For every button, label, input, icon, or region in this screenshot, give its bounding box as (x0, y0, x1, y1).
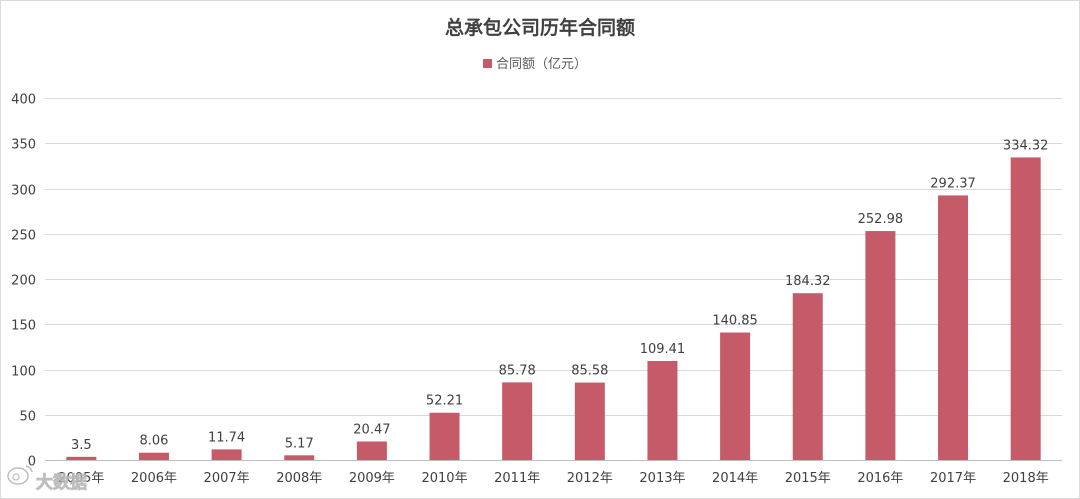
data-label: 85.78 (499, 363, 536, 378)
chart-title: 总承包公司历年合同额 (445, 16, 635, 39)
bars (66, 157, 1041, 460)
data-label: 11.74 (208, 430, 245, 445)
y-tick-label: 100 (11, 365, 36, 380)
x-tick-label: 2014年 (712, 471, 758, 486)
x-tick-label: 2016年 (857, 471, 903, 486)
data-label: 8.06 (139, 434, 168, 449)
watermark: 大数据 (7, 465, 87, 493)
bar (720, 332, 751, 460)
bar (356, 441, 387, 460)
legend: 合同额（亿元） (483, 57, 587, 72)
y-tick-label: 200 (11, 274, 36, 289)
bar (429, 412, 460, 460)
bar (502, 382, 533, 460)
weibo-icon (7, 465, 33, 485)
data-label: 292.37 (930, 176, 976, 191)
x-tick-label: 2018年 (1003, 471, 1049, 486)
x-tick-label: 2010年 (421, 471, 467, 486)
legend-swatch (483, 59, 492, 68)
bar (138, 452, 169, 460)
x-tick-label: 2008年 (276, 471, 322, 486)
data-label: 5.17 (285, 436, 314, 451)
y-tick-label: 150 (11, 319, 36, 334)
bar (938, 195, 969, 460)
y-axis: 0 50 100 150 200 250 300 350 400 (11, 93, 36, 470)
y-tick-label: 300 (11, 184, 36, 199)
bar (647, 360, 678, 460)
x-tick-label: 2015年 (785, 471, 831, 486)
x-tick-label: 2005年 (58, 471, 104, 486)
y-tick-label: 400 (11, 93, 36, 108)
gridlines (45, 98, 1062, 461)
y-tick-label: 350 (11, 138, 36, 153)
x-tick-label: 2013年 (639, 471, 685, 486)
data-label: 334.32 (1003, 138, 1049, 153)
data-label: 140.85 (712, 314, 758, 329)
data-label: 184.32 (785, 274, 831, 289)
y-tick-label: 250 (11, 229, 36, 244)
bar (865, 231, 896, 460)
x-tick-label: 2017年 (930, 471, 976, 486)
bar (1010, 157, 1041, 460)
data-label: 52.21 (426, 394, 463, 409)
x-tick-label: 2009年 (349, 471, 395, 486)
watermark-text: 大数据 (36, 472, 87, 493)
y-tick-label: 0 (28, 455, 36, 470)
x-tick-label: 2006年 (131, 471, 177, 486)
legend-label: 合同额（亿元） (496, 57, 587, 72)
y-tick-label: 50 (19, 410, 36, 425)
x-axis: 2005年 2006年 2007年 2008年 2009年 2010年 2011年 2012年… (58, 471, 1048, 486)
x-tick-label: 2007年 (204, 471, 250, 486)
x-tick-label: 2012年 (567, 471, 613, 486)
bar (284, 455, 315, 460)
data-label: 252.98 (858, 212, 904, 227)
bar (792, 293, 823, 460)
bar (211, 449, 242, 460)
data-label: 3.5 (71, 438, 92, 453)
bar (574, 382, 605, 460)
x-tick-label: 2011年 (494, 471, 540, 486)
data-label: 109.41 (640, 342, 686, 357)
data-label: 20.47 (353, 422, 390, 437)
bar (66, 456, 97, 460)
data-labels: 3.5 8.06 11.74 5.17 20.47 52.21 85.78 85.58 109.… (71, 138, 1048, 452)
data-label: 85.58 (571, 364, 608, 379)
